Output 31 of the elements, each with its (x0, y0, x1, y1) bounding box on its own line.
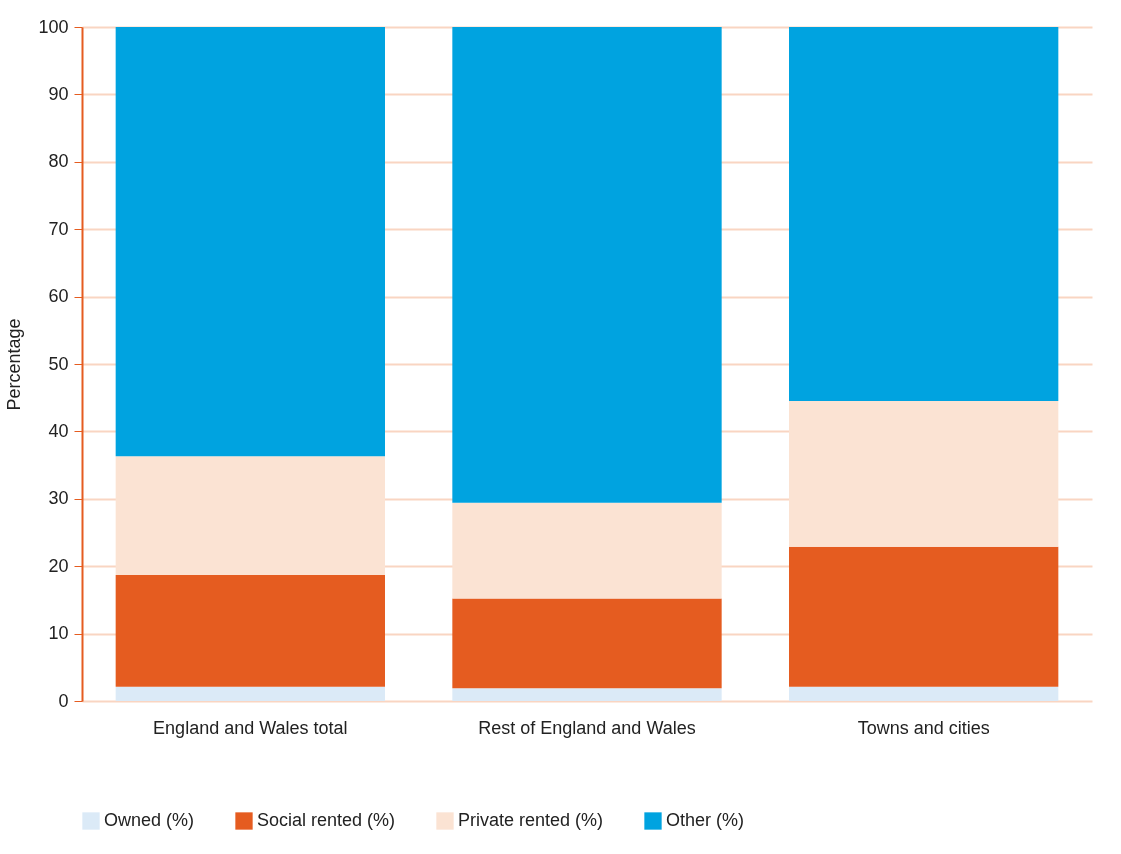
y-tick-label: 80 (48, 151, 69, 172)
y-tick-label: 20 (48, 555, 69, 576)
bar (789, 401, 1059, 547)
bar (115, 686, 385, 701)
legend-label: Private rented (%) (458, 810, 604, 830)
y-tick-label: 60 (48, 286, 69, 307)
bar (452, 502, 722, 599)
y-tick-label: 10 (48, 623, 69, 644)
legend-label: Owned (%) (104, 810, 195, 830)
bar (789, 686, 1059, 701)
y-tick-label: 30 (48, 488, 69, 509)
bar (115, 456, 385, 575)
y-axis-title: Percentage (4, 318, 25, 411)
x-tick-label: England and Wales total (153, 717, 348, 738)
bar (789, 27, 1059, 402)
y-tick-label: 100 (38, 16, 69, 37)
bar (452, 688, 722, 701)
x-tick-label: Towns and cities (857, 717, 990, 738)
x-tick-label: Rest of England and Wales (478, 717, 696, 738)
bar (789, 546, 1059, 687)
y-tick-label: 70 (48, 218, 69, 239)
bar (115, 27, 385, 457)
y-tick-label: 0 (58, 690, 69, 711)
legend-label: Social rented (%) (257, 810, 396, 830)
bar (452, 598, 722, 689)
legend-label: Other (%) (666, 810, 745, 830)
y-tick-label: 50 (48, 353, 69, 374)
bar (452, 27, 722, 503)
bar (115, 574, 385, 687)
y-tick-label: 40 (48, 420, 69, 441)
y-tick-label: 90 (48, 83, 69, 104)
